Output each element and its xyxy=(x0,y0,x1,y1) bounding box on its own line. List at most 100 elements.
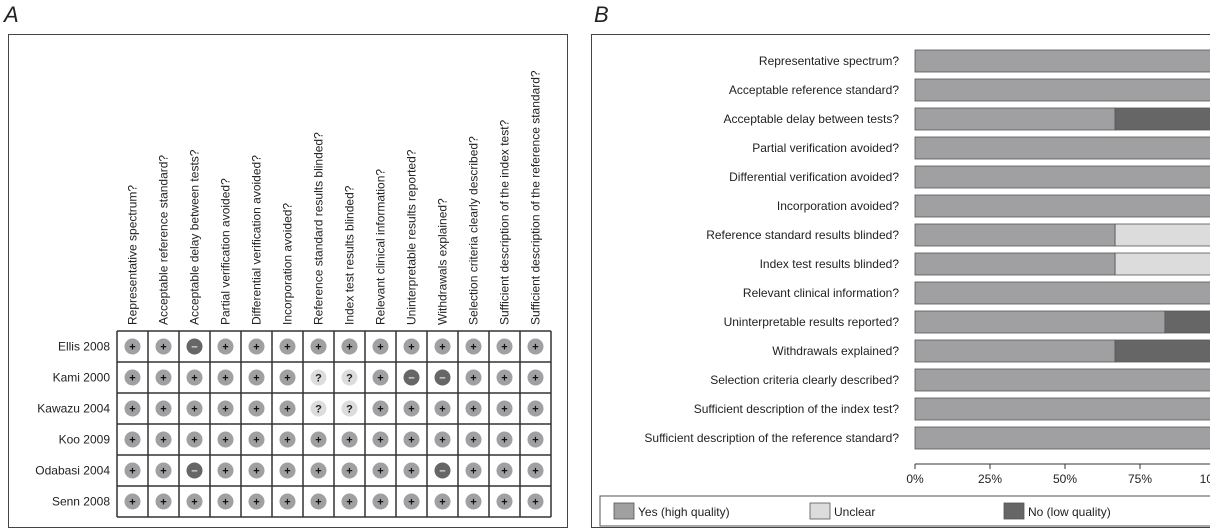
judgement-dot xyxy=(310,431,327,448)
legend-swatch xyxy=(613,502,635,520)
judgement-symbol: + xyxy=(253,404,259,416)
judgement-symbol: + xyxy=(129,435,135,447)
judgement-dot xyxy=(341,431,358,448)
judgement-symbol: ? xyxy=(315,373,322,385)
quality-summary-bar-chart: Representative spectrum? Acceptable refer… xyxy=(599,49,1210,527)
judgement-dot xyxy=(341,400,358,417)
judgement-dot xyxy=(217,400,234,417)
x-tick-label: 0% xyxy=(906,472,924,486)
x-tick-label: 25% xyxy=(978,472,1002,486)
judgement-symbol: + xyxy=(253,466,259,478)
judgement-symbol: + xyxy=(408,404,414,416)
judgement-dot xyxy=(434,431,451,448)
judgement-dot xyxy=(496,431,513,448)
judgement-symbol: + xyxy=(222,497,228,509)
judgement-symbol: + xyxy=(501,435,507,447)
judgement-symbol: + xyxy=(377,373,383,385)
judgement-dot xyxy=(403,493,420,510)
judgement-dot xyxy=(341,493,358,510)
judgement-dot xyxy=(124,369,141,386)
category-label: Index test results blinded? xyxy=(760,257,900,271)
judgement-symbol: + xyxy=(346,497,352,509)
judgement-symbol: + xyxy=(439,342,445,354)
category-label: Partial verification avoided? xyxy=(752,141,899,155)
judgement-dot xyxy=(372,462,389,479)
study-label: Kami 2000 xyxy=(53,371,111,385)
judgement-symbol: + xyxy=(470,435,476,447)
judgement-dot xyxy=(186,462,203,479)
judgement-dot xyxy=(341,338,358,355)
category-label: Selection criteria clearly described? xyxy=(710,373,899,387)
judgement-dot xyxy=(465,369,482,386)
judgement-dot xyxy=(279,462,296,479)
judgement-dot xyxy=(527,400,544,417)
judgement-dot xyxy=(527,431,544,448)
judgement-symbol: + xyxy=(315,466,321,478)
judgement-dot xyxy=(186,338,203,355)
judgement-dot xyxy=(279,369,296,386)
judgement-symbol: + xyxy=(129,497,135,509)
judgement-dot xyxy=(372,400,389,417)
judgement-symbol: + xyxy=(191,435,197,447)
column-header: Representative spectrum? xyxy=(126,185,140,325)
judgement-symbol: + xyxy=(532,497,538,509)
category-label: Representative spectrum? xyxy=(759,54,899,68)
judgement-symbol: + xyxy=(315,342,321,354)
judgement-dot xyxy=(527,493,544,510)
judgement-symbol: + xyxy=(222,342,228,354)
bar-segment xyxy=(914,426,1210,450)
judgement-dot xyxy=(465,493,482,510)
judgement-dot xyxy=(310,338,327,355)
judgement-dot xyxy=(217,493,234,510)
judgement-dot xyxy=(124,493,141,510)
judgement-dot xyxy=(248,493,265,510)
judgement-symbol: + xyxy=(439,404,445,416)
study-label: Koo 2009 xyxy=(59,433,111,447)
judgement-symbol: + xyxy=(160,373,166,385)
column-header: Acceptable delay between tests? xyxy=(188,149,202,325)
judgement-symbol: + xyxy=(253,373,259,385)
judgement-dot xyxy=(155,462,172,479)
judgement-dot xyxy=(124,431,141,448)
judgement-symbol: + xyxy=(315,435,321,447)
judgement-symbol: + xyxy=(532,435,538,447)
judgement-symbol: + xyxy=(191,404,197,416)
judgement-dot xyxy=(155,400,172,417)
bar-segment xyxy=(1114,107,1210,131)
judgement-dot xyxy=(527,338,544,355)
judgement-symbol: + xyxy=(191,373,197,385)
judgement-dot xyxy=(279,431,296,448)
judgement-symbol: + xyxy=(284,342,290,354)
judgement-dot xyxy=(496,400,513,417)
judgement-symbol: + xyxy=(346,435,352,447)
judgement-symbol: + xyxy=(408,497,414,509)
category-label: Uninterpretable results reported? xyxy=(724,315,900,329)
risk-of-bias-table: Representative spectrum? Acceptable refer… xyxy=(35,70,552,518)
judgement-dot xyxy=(279,400,296,417)
category-label: Withdrawals explained? xyxy=(772,344,899,358)
bar-segment xyxy=(914,78,1210,102)
judgement-symbol: + xyxy=(470,497,476,509)
judgement-dot xyxy=(248,431,265,448)
x-tick-label: 100% xyxy=(1200,472,1210,486)
judgement-symbol: + xyxy=(470,404,476,416)
judgement-dot xyxy=(341,369,358,386)
bar-segment xyxy=(1114,252,1210,276)
judgement-symbol: + xyxy=(129,342,135,354)
judgement-dot xyxy=(248,400,265,417)
x-tick-label: 50% xyxy=(1053,472,1077,486)
bar-segment xyxy=(1114,339,1210,363)
study-label: Kawazu 2004 xyxy=(37,402,110,416)
bar-segment xyxy=(914,194,1210,218)
judgement-dot xyxy=(403,338,420,355)
judgement-symbol: + xyxy=(470,373,476,385)
judgement-dot xyxy=(310,369,327,386)
judgement-symbol: + xyxy=(470,466,476,478)
judgement-symbol: + xyxy=(377,342,383,354)
column-header: Relevant clinical information? xyxy=(374,169,388,325)
judgement-symbol: + xyxy=(501,497,507,509)
judgement-dot xyxy=(434,338,451,355)
bar-segment xyxy=(1114,223,1210,247)
judgement-symbol: + xyxy=(408,342,414,354)
column-header: Reference standard results blinded? xyxy=(312,132,326,325)
